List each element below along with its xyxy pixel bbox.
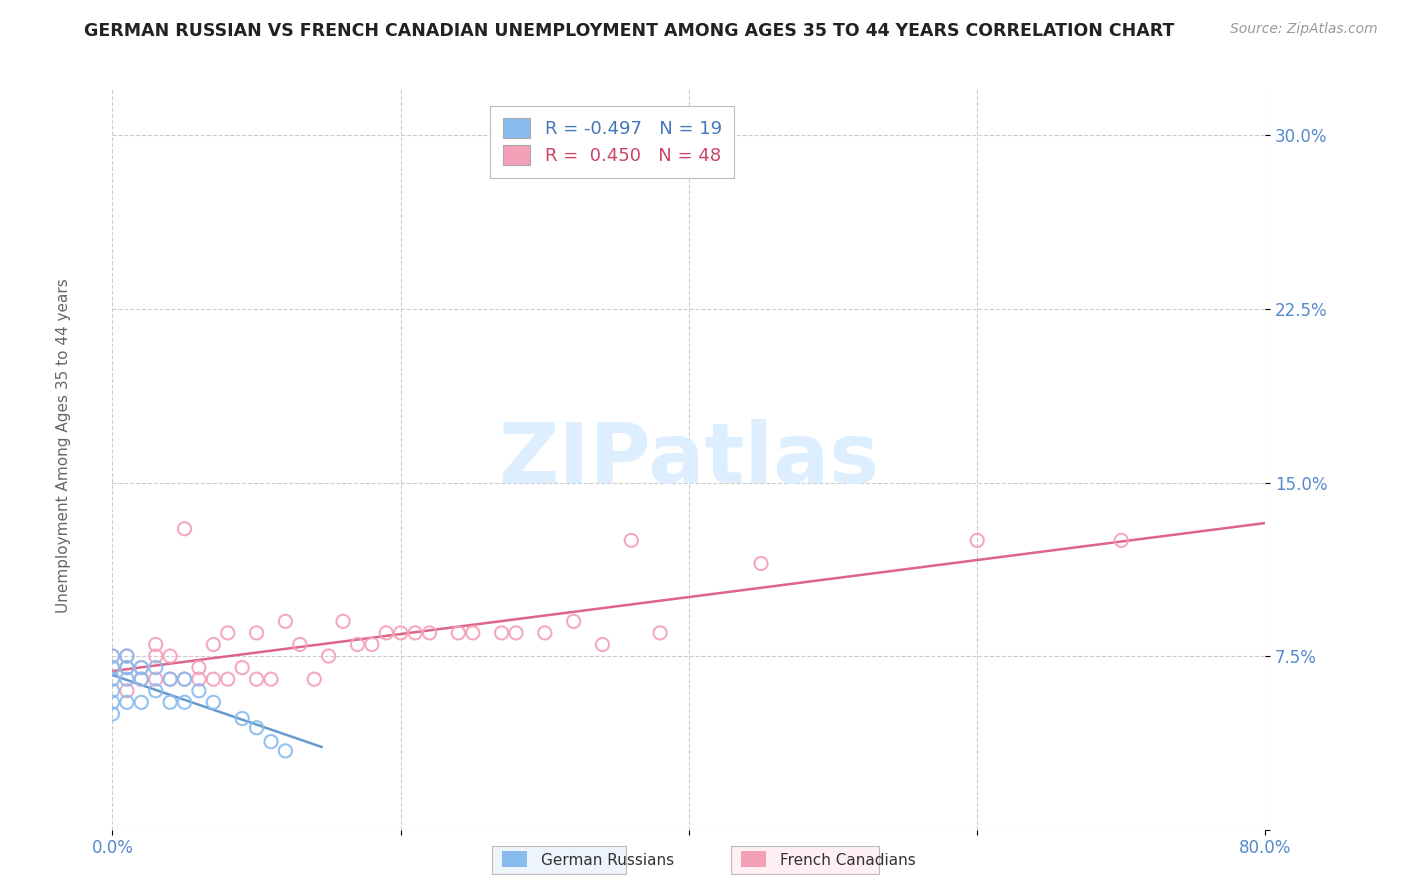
Point [115,672,138,686]
Point [173,672,195,686]
Point [749,557,772,571]
Point [101,683,124,698]
Point [101,706,124,721]
Point [101,660,124,674]
Point [145,648,167,663]
Point [505,626,527,640]
Point [188,660,211,674]
Point [101,672,124,686]
Point [202,672,225,686]
Point [101,648,124,663]
Text: GERMAN RUSSIAN VS FRENCH CANADIAN UNEMPLOYMENT AMONG AGES 35 TO 44 YEARS CORRELA: GERMAN RUSSIAN VS FRENCH CANADIAN UNEMPL… [84,22,1175,40]
Point [188,683,211,698]
Point [129,672,153,686]
Point [159,648,181,663]
Text: Unemployment Among Ages 35 to 44 years: Unemployment Among Ages 35 to 44 years [56,278,70,614]
Point [115,660,138,674]
Point [650,626,672,640]
Point [188,672,211,686]
Point [620,533,643,548]
Point [101,648,124,663]
Point [145,637,167,651]
Point [231,660,253,674]
Point [101,695,124,709]
Point [404,626,426,640]
Point [115,683,138,698]
Point [332,615,354,629]
Point [129,660,153,674]
Point [202,637,225,651]
Point [115,660,138,674]
Point [461,626,484,640]
Point [217,672,239,686]
Point [260,672,283,686]
Point [419,626,441,640]
Point [246,721,269,735]
Point [246,672,269,686]
Legend: R = -0.497   N = 19, R =  0.450   N = 48: R = -0.497 N = 19, R = 0.450 N = 48 [491,105,734,178]
Point [1111,533,1133,548]
Text: Source: ZipAtlas.com: Source: ZipAtlas.com [1230,22,1378,37]
Text: German Russians: German Russians [541,854,675,868]
Point [202,695,225,709]
Point [159,695,181,709]
Point [159,672,181,686]
Point [115,648,138,663]
Point [318,648,340,663]
Point [592,637,614,651]
Point [145,683,167,698]
Point [101,660,124,674]
Point [304,672,326,686]
Point [389,626,412,640]
Point [101,672,124,686]
Text: ZIPatlas: ZIPatlas [499,419,879,500]
Point [562,615,585,629]
Point [534,626,557,640]
Point [129,660,153,674]
Point [129,672,153,686]
Point [260,734,283,748]
Point [246,626,269,640]
Point [447,626,470,640]
Point [145,672,167,686]
Point [346,637,368,651]
Text: French Canadians: French Canadians [780,854,917,868]
Point [115,648,138,663]
Point [966,533,988,548]
Point [375,626,398,640]
Point [217,626,239,640]
Point [173,522,195,536]
Point [173,695,195,709]
Point [288,637,311,651]
Point [491,626,513,640]
Point [159,672,181,686]
Point [360,637,382,651]
Point [274,744,297,758]
Point [145,660,167,674]
Point [129,695,153,709]
Point [274,615,297,629]
Point [231,712,253,726]
Point [115,695,138,709]
Point [173,672,195,686]
